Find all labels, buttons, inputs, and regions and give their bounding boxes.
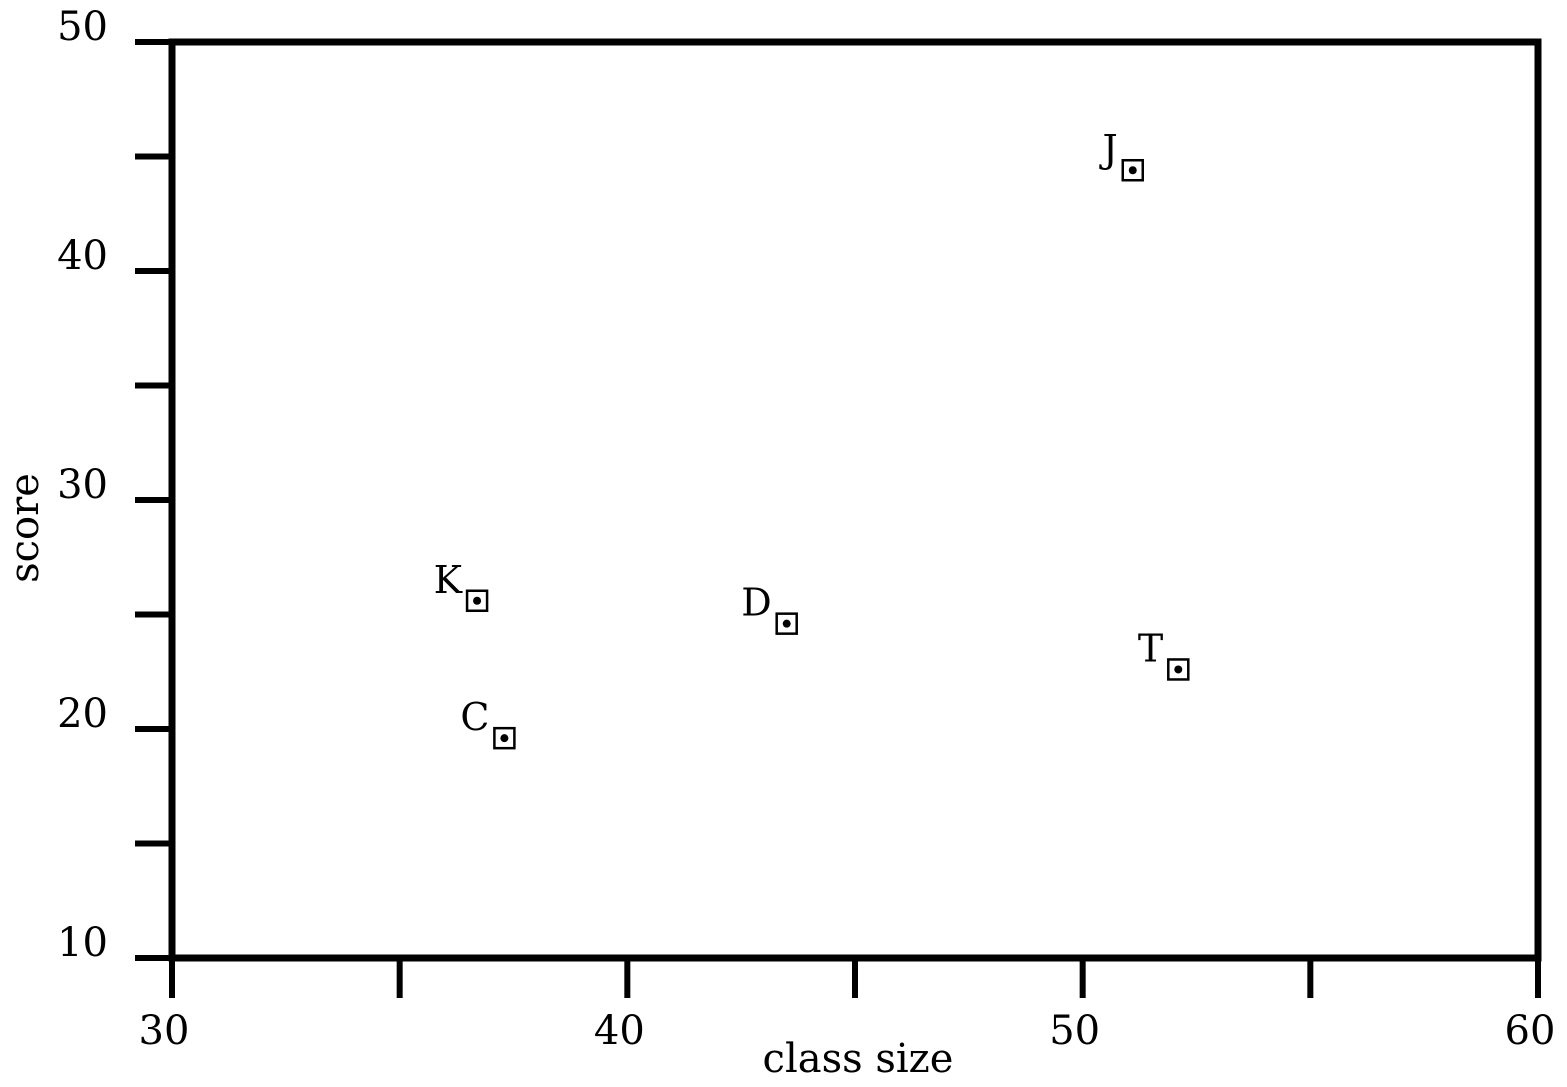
points-layer: K C D J T	[434, 127, 1190, 750]
y-tick-label-40: 40	[57, 233, 108, 279]
y-tick-label-30: 30	[57, 462, 108, 508]
x-axis-title: class size	[763, 1036, 954, 1082]
data-point-D: D	[741, 581, 798, 635]
point-marker-dot	[473, 596, 482, 605]
data-point-K: K	[434, 558, 489, 613]
y-tick-label-50: 50	[57, 4, 108, 50]
point-marker-square	[1167, 658, 1190, 681]
y-tick-label-20: 20	[57, 691, 108, 737]
plot-frame	[168, 38, 1542, 962]
point-label-C: C	[460, 695, 489, 739]
point-marker-square	[775, 612, 798, 635]
x-tick-label-50: 50	[1049, 1008, 1100, 1054]
point-marker-dot	[500, 734, 509, 743]
x-tick-label-60: 60	[1505, 1008, 1556, 1054]
point-marker-square	[1121, 158, 1145, 182]
point-marker-dot	[782, 619, 791, 628]
point-marker-square	[493, 726, 516, 750]
point-label-J: J	[1099, 127, 1118, 171]
x-tick-label-40: 40	[594, 1008, 645, 1054]
point-marker-dot	[1128, 166, 1137, 175]
point-marker-dot	[1174, 665, 1183, 674]
data-point-T: T	[1138, 626, 1190, 681]
y-axis-title: score	[2, 473, 48, 583]
x-tick-label-30: 30	[139, 1008, 190, 1054]
ticks-layer: 10 20 30 40 50 30 40 50 60	[57, 4, 1555, 1054]
point-label-T: T	[1138, 626, 1163, 670]
point-label-D: D	[741, 581, 771, 625]
point-label-K: K	[434, 558, 463, 602]
point-marker-square	[465, 589, 489, 613]
data-point-C: C	[460, 695, 516, 750]
y-tick-label-10: 10	[57, 920, 108, 966]
data-point-J: J	[1099, 127, 1145, 182]
